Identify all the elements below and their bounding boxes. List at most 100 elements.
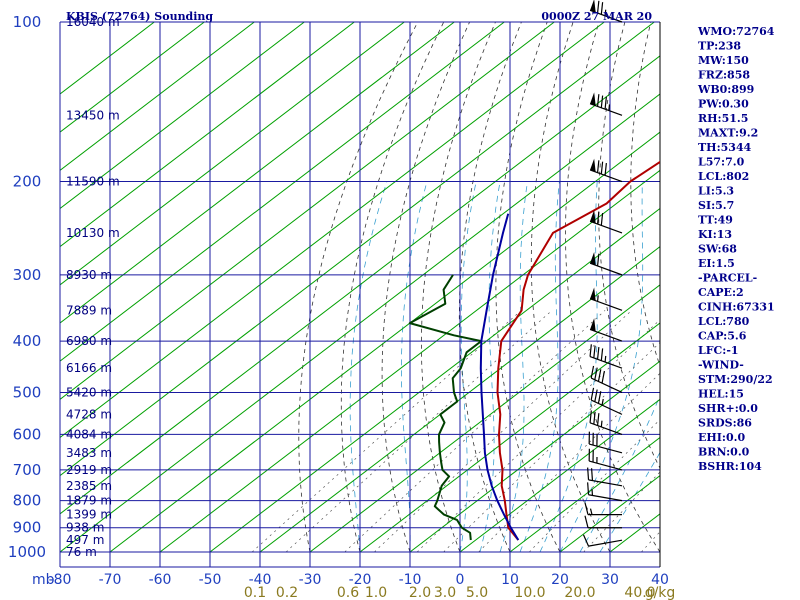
wind-barb-flag [600, 213, 604, 226]
height-label: 1399 m [66, 508, 112, 522]
height-label: 4728 m [66, 407, 112, 421]
height-label: 938 m [66, 521, 104, 535]
isotherm-line [60, 22, 605, 439]
wind-barb-flag [590, 387, 595, 401]
index-line: SI:5.7 [698, 199, 734, 212]
index-line: WMO:72764 [697, 25, 775, 38]
mixing-ratio-labels: 0.1 0.2 0.6 1.0 2.0 3.0 5.0 10.0 20.0 40.0g/kg [244, 585, 675, 600]
wind-barb-staff [589, 460, 623, 471]
mixing-ratio-tick-label: 10.0 [514, 585, 545, 600]
temperature-tick-label: -40 [249, 572, 272, 588]
height-label: 10130 m [66, 226, 120, 240]
mixing-ratio-tick-label: 0.1 [244, 585, 266, 600]
wind-barb-staff [588, 479, 623, 487]
wind-barb [589, 287, 623, 311]
dry-adiabat-line [565, 22, 660, 553]
index-line: CINH:67331 [698, 301, 775, 314]
isotherm-line [60, 22, 305, 210]
wind-barb-flag [589, 410, 592, 423]
height-label: 2919 m [66, 463, 112, 477]
index-line: TP:238 [698, 40, 741, 53]
mixing-ratio-tick-label: 1.0 [365, 585, 387, 600]
wind-barb-flag [594, 389, 598, 402]
wind-barb-staff [589, 443, 623, 454]
wind-barb [589, 344, 623, 369]
isotherm-line [209, 207, 660, 553]
wind-barb-half-flag [601, 398, 604, 406]
isotherm-line [60, 22, 405, 286]
sounding-traces [408, 160, 660, 541]
wind-barb-flag [604, 96, 607, 110]
temperature-tick-label: -60 [149, 572, 172, 588]
wind-barb-flag [584, 502, 589, 515]
wind-barb-flag [600, 2, 604, 15]
wind-barb [584, 502, 622, 516]
wind-barb [582, 534, 623, 547]
wind-barb [589, 410, 623, 435]
pressure-tick-label: 600 [13, 425, 42, 443]
wind-barb-pennant [590, 92, 596, 106]
isotherm-line [309, 284, 660, 553]
isotherm-line [60, 22, 355, 248]
pressure-tick-label: 1000 [8, 543, 46, 561]
isotherms [60, 22, 660, 553]
index-line: MAXT:9.2 [698, 127, 758, 140]
wind-barb-flag [600, 161, 604, 175]
wind-barb-half-flag [604, 9, 607, 16]
isotherm-line [259, 246, 660, 553]
wind-barb-staff [589, 9, 623, 23]
isotherm-line [359, 322, 660, 553]
dry-adiabat-line [381, 22, 470, 553]
wind-barb [589, 158, 623, 183]
index-line: SHR+:0.0 [698, 402, 758, 415]
temperature-tick-label: 0 [456, 572, 465, 588]
wind-barb-staff [588, 494, 623, 502]
height-label: 6166 m [66, 361, 112, 375]
wind-barb-flag [596, 0, 600, 14]
wind-barb-flag [590, 365, 595, 379]
moist-adiabat-line [349, 181, 388, 553]
mixing-ratio-tick-label: 40.0 [624, 585, 655, 600]
wind-barb [589, 251, 623, 276]
height-label: 497 m [66, 533, 104, 547]
height-label: 6980 m [66, 334, 112, 348]
height-label: 1879 m [66, 494, 112, 508]
wind-barb [589, 318, 623, 342]
isotherm-line [60, 22, 655, 477]
wind-barb-flag [594, 367, 598, 380]
index-line: CAP:5.6 [698, 330, 747, 343]
wind-barb-pennant [590, 287, 596, 301]
moist-adiabat-line [599, 451, 660, 553]
temperature-tick-label: 40 [651, 572, 669, 588]
isotherm-line [459, 398, 660, 553]
wind-barb-flag [596, 160, 600, 173]
temperature-tick-label: -10 [399, 572, 422, 588]
index-line: CAPE:2 [698, 286, 744, 299]
wind-barb-flag [601, 370, 606, 384]
wind-barb-staff [589, 103, 623, 116]
height-label: 76 m [66, 545, 97, 559]
index-line: -PARCEL- [698, 272, 757, 285]
chart-title: KBIS (72764) Sounding [66, 10, 213, 23]
index-line: KI:13 [698, 228, 732, 241]
isotherm-line [60, 22, 505, 362]
index-line: RH:51.5 [698, 112, 748, 125]
wind-barb-pennant [590, 210, 596, 224]
height-label: 7889 m [66, 303, 112, 317]
moist-adiabat-line [401, 181, 428, 552]
wind-barb-staff [590, 399, 623, 415]
wind-barb-flag [604, 163, 607, 176]
index-line: EI:1.5 [698, 257, 735, 270]
temperature-tick-label: -80 [49, 572, 72, 588]
isotherm-line [60, 93, 660, 553]
pressure-tick-label: 300 [13, 266, 42, 284]
pressure-tick-label: 800 [13, 492, 42, 510]
height-label: 5420 m [66, 386, 112, 400]
index-line: LFC:-1 [698, 344, 739, 357]
height-label: 11590 m [66, 175, 120, 189]
wind-barb-flag [600, 348, 604, 361]
dry-adiabat-line [298, 22, 419, 553]
pressure-tick-label: 100 [13, 13, 42, 31]
wind-barb-half-flag [596, 295, 599, 302]
